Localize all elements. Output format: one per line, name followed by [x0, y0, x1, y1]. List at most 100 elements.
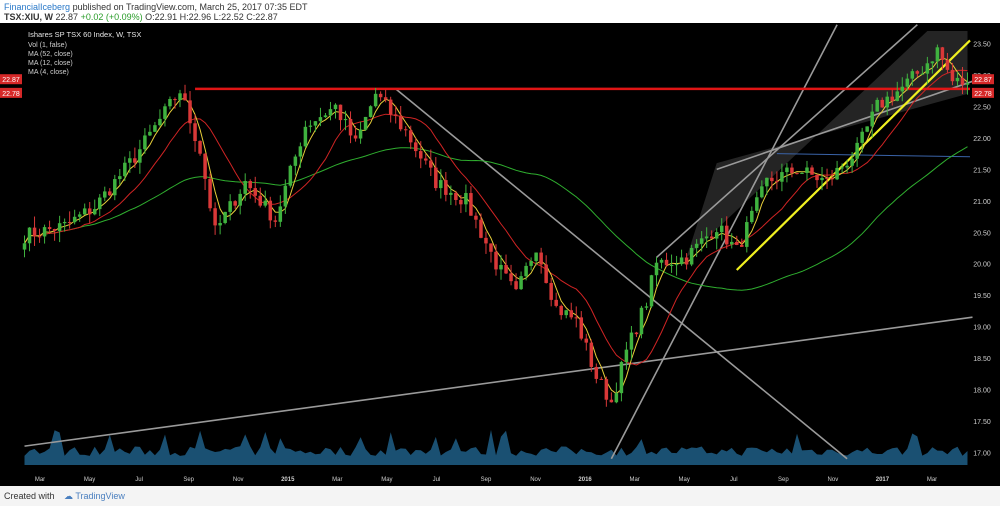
candle — [659, 258, 664, 269]
candle-body — [233, 201, 237, 206]
y-tick-label: 17.50 — [973, 419, 991, 426]
candle-body — [133, 158, 137, 163]
y-tick-label: 17.00 — [973, 450, 991, 457]
price-chart[interactable]: 17.00 17.50 18.00 18.50 19.00 19.50 20.00 20.50… — [0, 23, 1000, 486]
y-tick-label: 22.00 — [973, 136, 991, 143]
candle-body — [579, 317, 584, 339]
candle — [118, 168, 122, 185]
candle — [714, 228, 719, 250]
candle — [183, 84, 187, 101]
candle-body — [805, 167, 809, 173]
candle — [388, 96, 393, 123]
candle — [378, 91, 383, 102]
trend-line — [655, 24, 918, 259]
tradingview-logo-link[interactable]: ☁ TradingView — [64, 491, 125, 502]
candle-body — [930, 61, 935, 64]
ma52-line — [24, 146, 968, 291]
candle-body — [22, 243, 27, 250]
candle-body — [213, 208, 217, 226]
candle-body — [348, 118, 353, 136]
candle-body — [278, 206, 283, 222]
y-tick-label: 22.50 — [973, 104, 991, 111]
candle-body — [87, 208, 92, 215]
candle — [679, 249, 684, 266]
candle-body — [870, 111, 874, 127]
x-tick-label: Jul — [730, 477, 738, 483]
candle — [454, 190, 458, 206]
candle-body — [118, 176, 122, 180]
candle-body — [57, 223, 62, 232]
candle-body — [850, 158, 854, 166]
candle — [213, 202, 217, 235]
candle — [729, 233, 734, 249]
candle-body — [454, 192, 458, 200]
candle-body — [915, 71, 920, 74]
candle — [684, 253, 689, 270]
candle — [363, 116, 368, 131]
candle — [780, 163, 784, 192]
candle — [770, 171, 774, 191]
candle-body — [740, 244, 744, 247]
ma12-line — [24, 69, 968, 366]
candle — [499, 255, 503, 280]
candle-body — [128, 158, 132, 163]
candle-body — [885, 96, 889, 108]
candle — [178, 89, 182, 108]
candle-body — [860, 131, 864, 143]
candle — [910, 68, 915, 86]
x-axis-band — [0, 471, 1000, 486]
candle — [669, 254, 674, 273]
candle — [815, 174, 819, 188]
candle — [504, 254, 508, 275]
candle — [398, 106, 403, 132]
candle-body — [313, 121, 318, 126]
candle — [544, 255, 548, 284]
legend-entry: Vol (1, false) — [28, 42, 67, 49]
candle-body — [890, 96, 895, 101]
candle — [424, 153, 428, 165]
candle — [133, 147, 137, 168]
candle-body — [333, 104, 338, 110]
candle-body — [634, 332, 639, 335]
candle — [920, 66, 925, 75]
candle-body — [208, 178, 212, 209]
candle — [950, 62, 955, 86]
candle — [694, 239, 699, 257]
candle — [22, 235, 27, 258]
chart-area[interactable]: 17.00 17.50 18.00 18.50 19.00 19.50 20.00 20.50… — [0, 23, 1000, 486]
candle — [855, 137, 859, 167]
x-tick-label: 2017 — [876, 477, 890, 483]
trend-line — [24, 316, 973, 447]
candle — [198, 140, 202, 156]
candle-body — [815, 174, 819, 181]
candle-body — [363, 116, 368, 130]
candle-body — [825, 177, 829, 179]
candle — [103, 186, 107, 202]
candle-body — [900, 86, 905, 92]
candle — [32, 216, 37, 246]
candle — [419, 141, 423, 169]
candle — [72, 209, 77, 225]
candle-body — [524, 265, 528, 277]
candle — [253, 176, 257, 203]
author-link[interactable]: FinancialIceberg — [4, 2, 71, 12]
candle-body — [534, 252, 538, 261]
candle-body — [273, 220, 278, 222]
candle-body — [378, 93, 383, 98]
candle — [474, 212, 478, 229]
legend-entry: MA (52, close) — [28, 51, 73, 58]
candle — [935, 44, 940, 69]
ohlc-values: O:22.91 H:22.96 L:22.52 C:22.87 — [145, 12, 278, 22]
candle-body — [669, 264, 674, 266]
candle-body — [554, 299, 558, 306]
x-tick-label: Nov — [233, 477, 244, 483]
candle — [283, 179, 288, 214]
candle — [464, 184, 468, 213]
candle — [57, 215, 62, 243]
candle — [223, 211, 227, 225]
candle-body — [594, 366, 599, 379]
last-price: 22.87 — [55, 12, 79, 22]
candle-body — [103, 191, 107, 198]
candle — [113, 174, 117, 201]
candle-body — [439, 180, 443, 189]
